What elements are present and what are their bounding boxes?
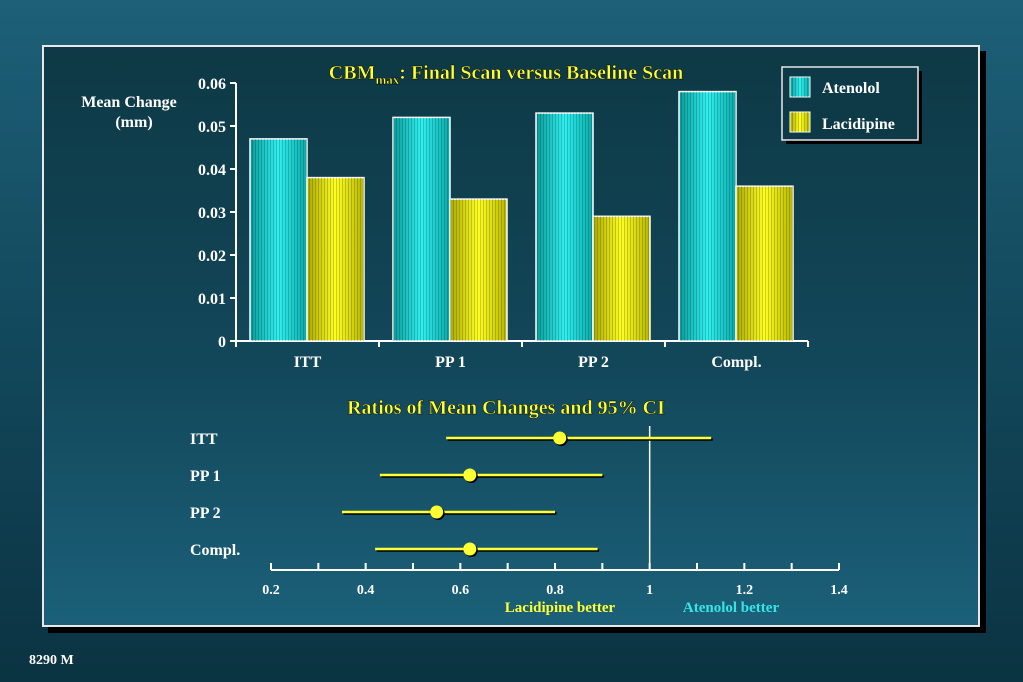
forest-row-label: PP 2 xyxy=(190,505,221,522)
y-tick-label: 0.03 xyxy=(198,205,226,222)
legend: Atenolol Lacidipine xyxy=(781,66,922,144)
forest-x-tick-label: 0.6 xyxy=(452,583,470,598)
forest-x-tick-label: 1.2 xyxy=(736,583,754,598)
bar-lacidipine-stripes xyxy=(450,199,507,341)
forest-x-tick-label: 1 xyxy=(646,583,653,598)
ratio-point xyxy=(463,468,477,482)
forest-plot-title: Ratios of Mean Changes and 95% CI xyxy=(347,397,665,419)
forest-plot: 0.2 0.4 0.6 0.8 1 1.2 1.4 ITT PP 1 PP 2 Compl. xyxy=(190,426,848,598)
slide-code: 8290 M xyxy=(29,653,74,668)
ratio-point xyxy=(553,431,567,445)
bar-lacidipine-stripes xyxy=(593,216,650,341)
bar-atenolol-stripes xyxy=(679,91,736,341)
bar-chart-title: CBMmax: Final Scan versus Baseline Scan xyxy=(329,62,683,87)
ratio-point xyxy=(430,505,444,519)
forest-x-tick-label: 0.8 xyxy=(546,583,564,598)
forest-row-label: Compl. xyxy=(190,542,240,559)
forest-x-tick-label: 0.2 xyxy=(262,583,280,598)
bar-atenolol-stripes xyxy=(536,113,593,341)
forest-x-tick-label: 0.4 xyxy=(357,583,375,598)
y-tick-label: 0 xyxy=(218,334,226,351)
x-tick-label: Compl. xyxy=(711,354,761,371)
y-tick-label: 0.04 xyxy=(198,162,226,179)
x-tick-label: ITT xyxy=(294,354,322,371)
y-tick-label: 0.02 xyxy=(198,248,226,265)
ratio-point xyxy=(463,542,477,556)
y-tick-label: 0.05 xyxy=(198,119,226,136)
bar-chart-bars xyxy=(249,90,794,342)
bar-atenolol-stripes xyxy=(250,138,307,341)
atenolol-better-note: Atenolol better xyxy=(683,600,780,616)
bar-lacidipine-stripes xyxy=(736,186,793,341)
forest-row-label: PP 1 xyxy=(190,468,221,485)
forest-row-label: ITT xyxy=(190,431,218,448)
y-tick-label: 0.01 xyxy=(198,291,226,308)
legend-label-atenolol: Atenolol xyxy=(822,80,880,97)
legend-label-lacidipine: Lacidipine xyxy=(822,116,895,133)
forest-x-tick-label: 1.4 xyxy=(830,583,848,598)
bar-lacidipine-stripes xyxy=(307,177,364,341)
x-tick-label: PP 2 xyxy=(578,354,609,371)
legend-swatch-atenolol-stripes xyxy=(790,77,810,97)
y-axis-label-line1: Mean Change xyxy=(81,94,177,111)
y-axis-label-line2: (mm) xyxy=(115,114,152,131)
y-tick-label: 0.06 xyxy=(198,76,226,93)
lacidipine-better-note: Lacidipine better xyxy=(505,600,616,616)
legend-swatch-lacidipine-stripes xyxy=(790,112,810,132)
bar-atenolol-stripes xyxy=(393,117,450,342)
x-tick-label: PP 1 xyxy=(435,354,466,371)
